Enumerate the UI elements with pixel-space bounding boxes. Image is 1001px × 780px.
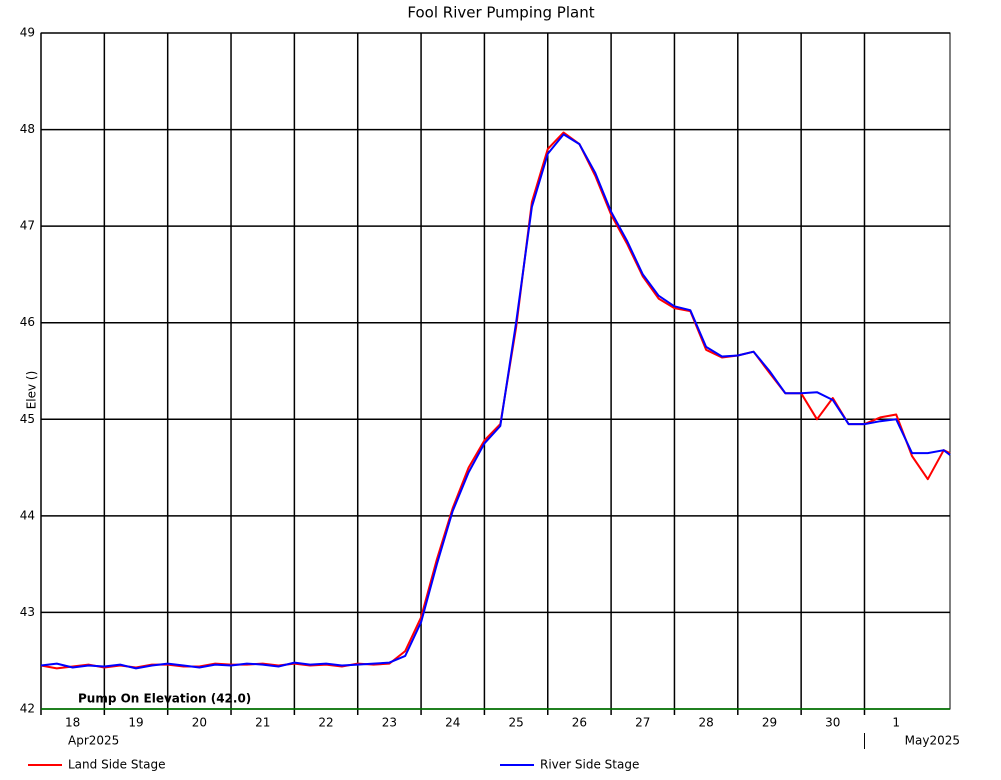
y-tick-label: 46 bbox=[20, 315, 35, 329]
month-label: May2025 bbox=[905, 734, 960, 748]
month-label: Apr2025 bbox=[68, 734, 119, 748]
y-tick-label: 44 bbox=[20, 508, 35, 522]
x-tick-label: 21 bbox=[255, 716, 270, 730]
x-tick-label: 20 bbox=[192, 716, 207, 730]
y-axis-label: Elev () bbox=[25, 371, 39, 410]
y-tick-label: 43 bbox=[20, 605, 35, 619]
y-tick-label: 49 bbox=[20, 26, 35, 40]
x-tick-label: 25 bbox=[508, 716, 523, 730]
x-tick-label: 22 bbox=[318, 716, 333, 730]
x-tick-label: 18 bbox=[65, 716, 80, 730]
y-tick-label: 47 bbox=[20, 219, 35, 233]
x-tick-label: 24 bbox=[445, 716, 460, 730]
y-tick-label: 45 bbox=[20, 412, 35, 426]
x-tick-label: 1 bbox=[892, 716, 900, 730]
x-tick-label: 29 bbox=[762, 716, 777, 730]
legend-label: River Side Stage bbox=[540, 758, 639, 772]
x-tick-label: 28 bbox=[698, 716, 713, 730]
series-line bbox=[40, 133, 951, 670]
plot-area bbox=[40, 32, 951, 710]
threshold-label: Pump On Elevation (42.0) bbox=[78, 692, 251, 706]
x-tick-label: 26 bbox=[572, 716, 587, 730]
y-tick-label: 48 bbox=[20, 122, 35, 136]
legend-label: Land Side Stage bbox=[68, 758, 166, 772]
chart-title: Fool River Pumping Plant bbox=[407, 4, 594, 22]
y-tick-label: 42 bbox=[20, 702, 35, 716]
x-tick-label: 19 bbox=[128, 716, 143, 730]
x-tick-label: 23 bbox=[382, 716, 397, 730]
x-tick-label: 27 bbox=[635, 716, 650, 730]
x-tick-label: 30 bbox=[825, 716, 840, 730]
